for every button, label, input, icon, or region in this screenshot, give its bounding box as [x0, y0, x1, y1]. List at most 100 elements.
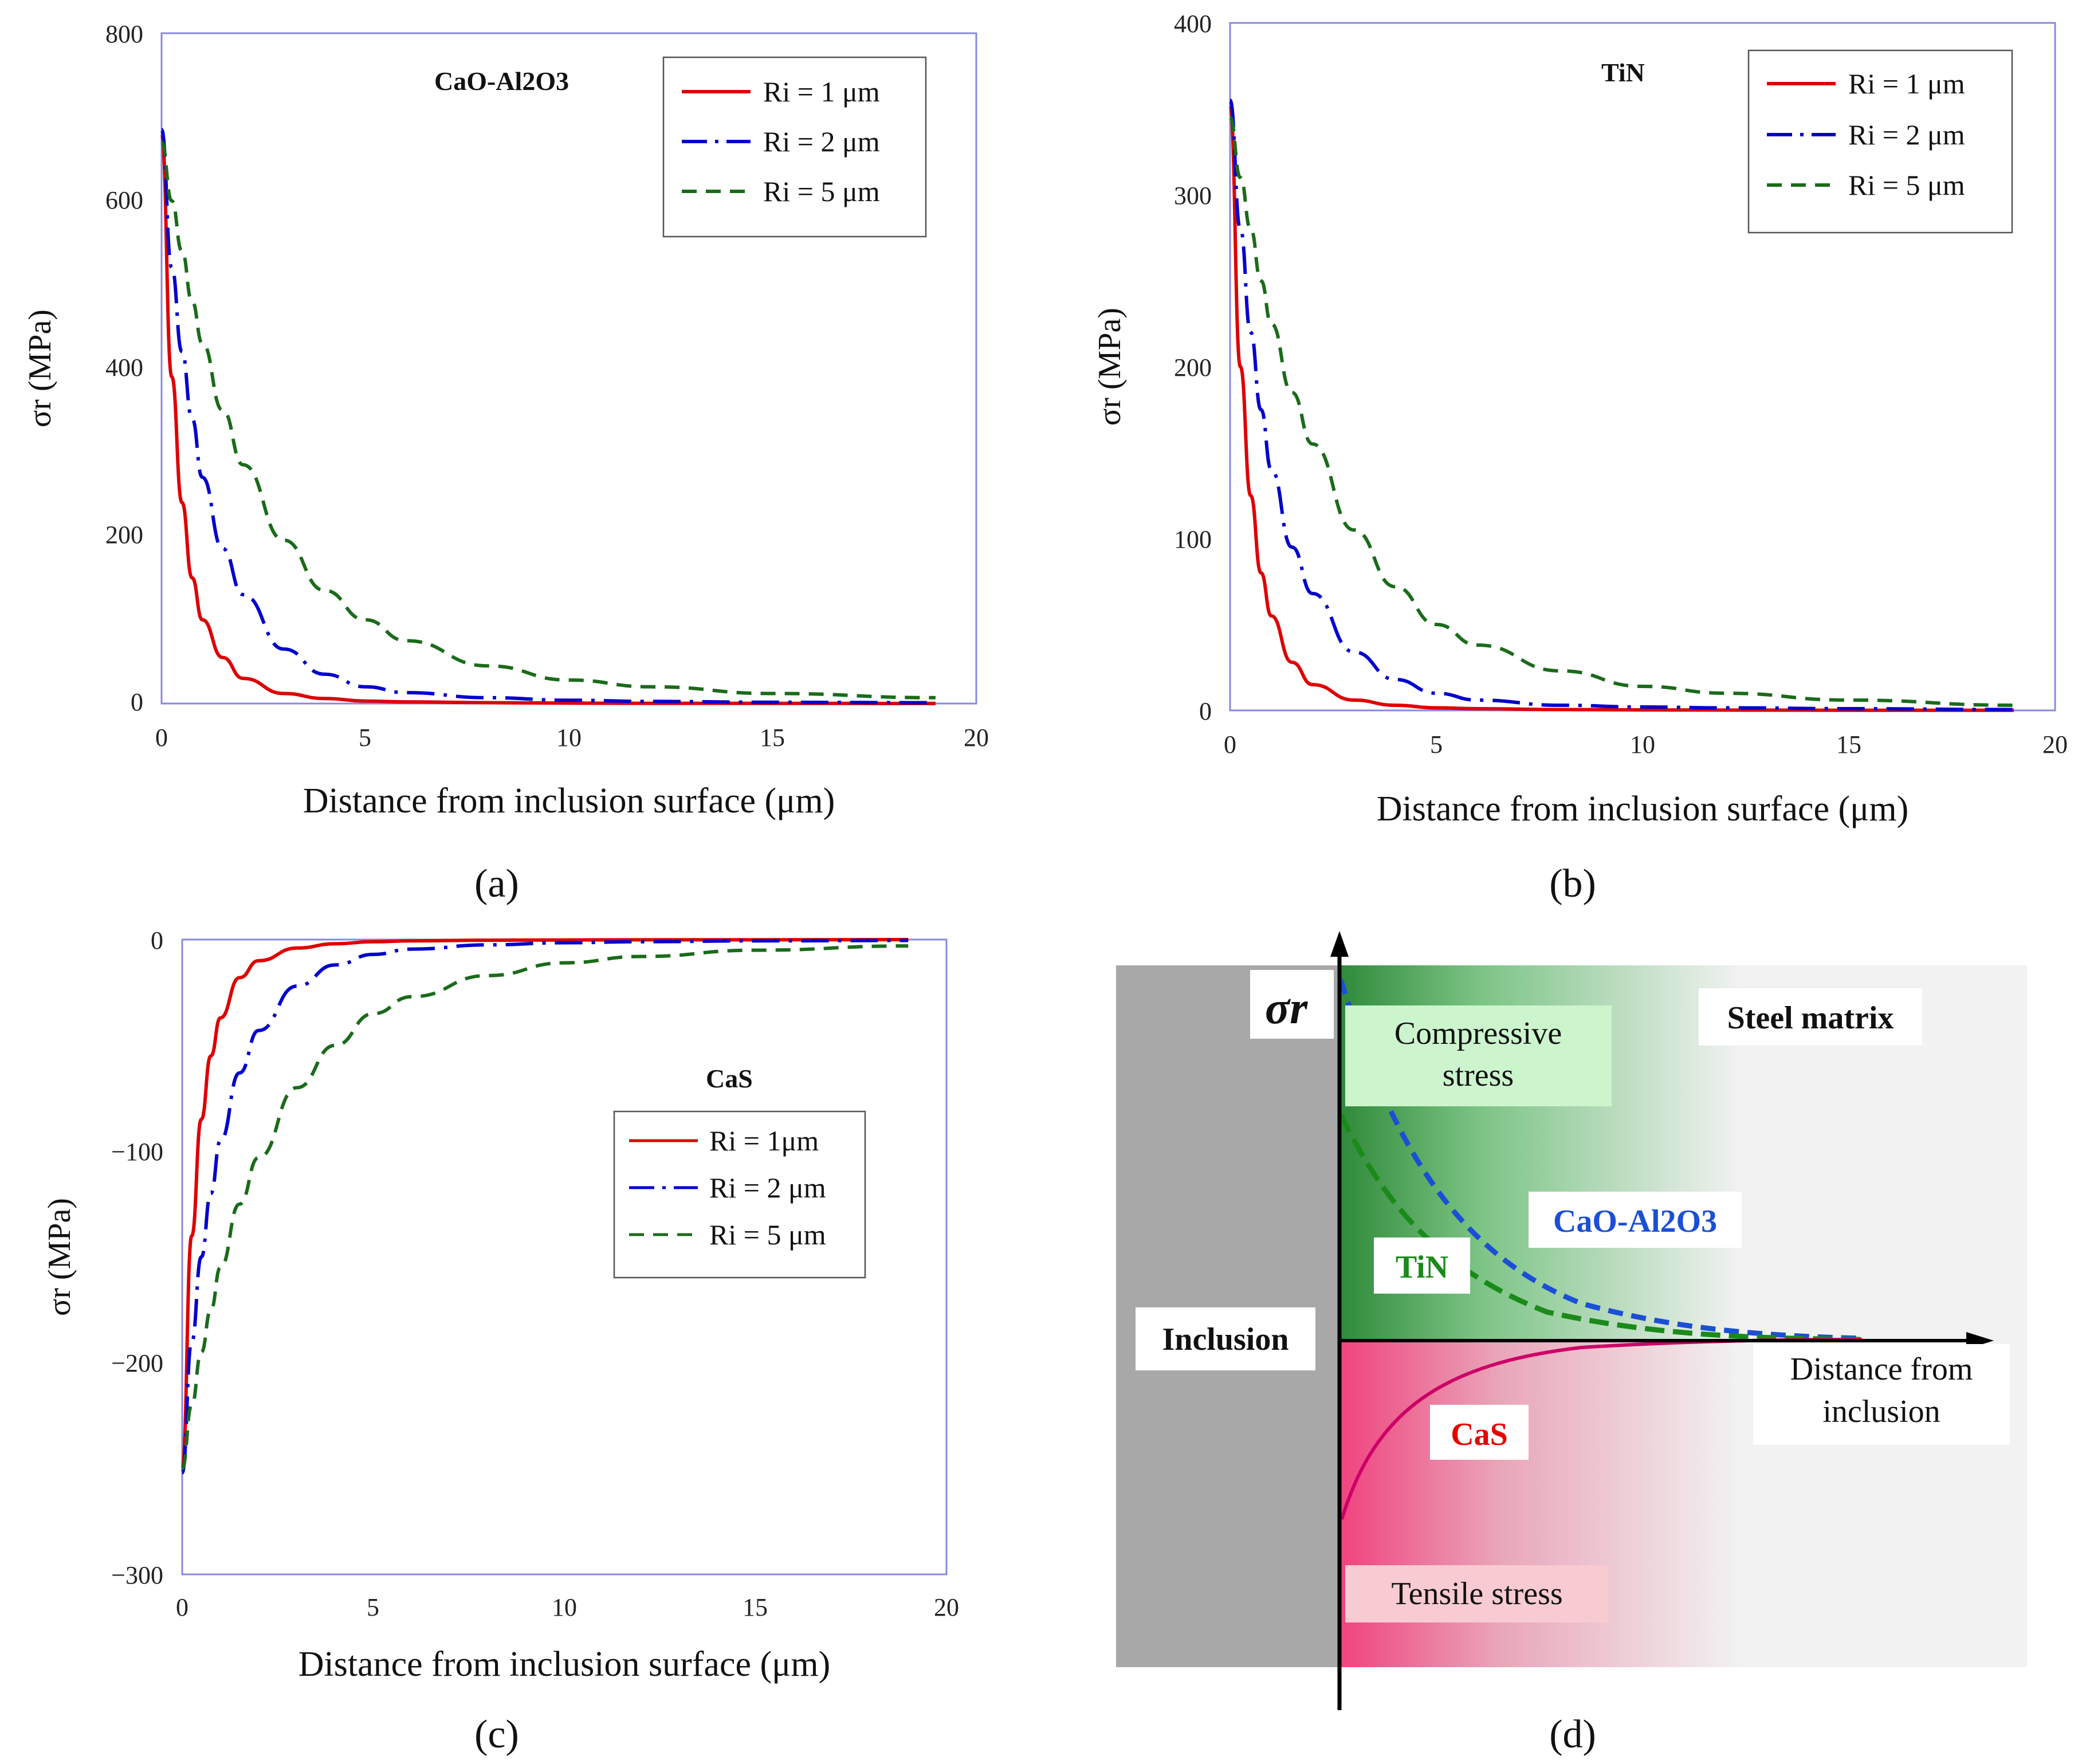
- x-tick-label: 15: [1836, 730, 1861, 759]
- cao-al2o3-label: CaO-Al2O3: [1553, 1204, 1717, 1239]
- x-tick-label: 0: [155, 724, 168, 752]
- y-tick-label: 800: [105, 20, 143, 48]
- series-line-ri-5-m: [180, 944, 909, 1471]
- legend-entry: Ri = 2 μm: [709, 1172, 826, 1204]
- series-line-ri-1-m: [1228, 104, 2014, 712]
- tin-label-box: [1374, 1237, 1470, 1294]
- x-tick-label: 15: [743, 1593, 768, 1621]
- chart-panel-a: 800 600 400 200 0 0 5 10 15 20 Distance …: [22, 20, 989, 906]
- series-layer: [1228, 99, 2014, 712]
- y-axis-label: σr (MPa): [42, 1198, 77, 1316]
- chart-panel-c: 0 −100 −200 −300 0 5 10 15 20 Distance f…: [42, 926, 959, 1757]
- legend-entry: Ri = 2 μm: [763, 125, 880, 158]
- panel-label: (a): [474, 862, 519, 906]
- x-tick-label: 0: [1224, 730, 1236, 759]
- x-tick-label: 5: [367, 1593, 379, 1621]
- compressive-label: Compressive: [1394, 1016, 1562, 1051]
- x-axis-label: Distance from inclusion surface (μm): [303, 781, 835, 820]
- legend-entry: Ri = 5 μm: [1848, 169, 1965, 201]
- y-tick-label: 200: [105, 521, 143, 549]
- tensile-label: Tensile stress: [1391, 1576, 1562, 1612]
- x-tick-label: 20: [934, 1593, 959, 1621]
- series-line-ri-2-m: [1228, 99, 2014, 712]
- legend: Ri = 1 μm Ri = 2 μm Ri = 5 μm: [662, 56, 927, 238]
- x-ticks: 0 5 10 15 20: [155, 724, 989, 752]
- legend-entry: Ri = 2 μm: [1848, 119, 1965, 151]
- y-tick-label: 400: [1174, 10, 1212, 38]
- y-tick-label: −200: [111, 1349, 163, 1377]
- material-label: CaS: [706, 1064, 753, 1093]
- steel-matrix-box: [1699, 988, 1922, 1046]
- x-tick-label: 10: [556, 724, 582, 752]
- tin-label: TiN: [1396, 1250, 1448, 1285]
- series-line-ri-5-m: [160, 140, 936, 700]
- x-axis-label: Distance from inclusion surface (μm): [298, 1645, 831, 1684]
- legend-box: [1747, 49, 2013, 234]
- steel-matrix-label: Steel matrix: [1727, 1000, 1894, 1036]
- cas-label: CaS: [1451, 1417, 1508, 1452]
- y-axis-label: σr (MPa): [1092, 308, 1128, 426]
- x-tick-label: 15: [760, 724, 785, 752]
- distance-label: inclusion: [1822, 1394, 1940, 1429]
- y-axis-arrow-icon: [1330, 931, 1349, 957]
- y-tick-label: 0: [131, 688, 143, 716]
- x-tick-label: 10: [552, 1593, 577, 1621]
- y-tick-label: 300: [1174, 182, 1212, 210]
- schematic-panel-d: σr Compressive stress Steel matrix Inclu…: [1116, 931, 2027, 1757]
- y-ticks: 0 −100 −200 −300: [111, 926, 163, 1589]
- panel-label: (c): [474, 1712, 519, 1757]
- legend: Ri = 1μm Ri = 2 μm Ri = 5 μm: [613, 1110, 866, 1279]
- series-line-ri-2-m: [180, 938, 909, 1475]
- series-line-ri-1-m: [180, 938, 909, 1471]
- legend-entry: Ri = 5 μm: [709, 1219, 826, 1251]
- compressive-label-box: [1345, 1005, 1612, 1106]
- y-ticks: 400 300 200 100 0: [1174, 10, 1212, 725]
- x-ticks: 0 5 10 15 20: [1224, 730, 2068, 759]
- y-ticks: 800 600 400 200 0: [105, 20, 143, 716]
- x-ticks: 0 5 10 15 20: [176, 1593, 959, 1621]
- material-label: TiN: [1601, 58, 1645, 87]
- y-tick-label: 600: [105, 186, 143, 214]
- series-layer: [160, 128, 936, 705]
- legend-box: [613, 1110, 866, 1279]
- distance-label-box: [1753, 1344, 2010, 1445]
- y-tick-label: −100: [111, 1138, 163, 1166]
- y-tick-label: 100: [1174, 525, 1212, 553]
- compressive-label: stress: [1443, 1058, 1514, 1093]
- x-tick-label: 0: [176, 1593, 188, 1621]
- cao-label-box: [1529, 1192, 1742, 1248]
- cas-label-box: [1430, 1405, 1529, 1460]
- y-tick-label: 0: [1199, 697, 1212, 725]
- tin-curve: [1338, 1113, 1863, 1342]
- legend-entry: Ri = 1 μm: [763, 76, 880, 108]
- x-tick-label: 10: [1630, 730, 1655, 759]
- x-axis-label: Distance from inclusion surface (μm): [1377, 789, 1909, 828]
- panel-label: (b): [1549, 862, 1596, 906]
- y-tick-label: −300: [111, 1561, 163, 1589]
- material-label: CaO-Al2O3: [434, 66, 569, 96]
- panel-label: (d): [1549, 1712, 1596, 1757]
- y-tick-label: 200: [1174, 353, 1212, 382]
- inclusion-box: [1136, 1307, 1315, 1370]
- legend-box: [662, 56, 927, 238]
- series-line-ri-1-m: [160, 132, 936, 705]
- chart-panel-b: 400 300 200 100 0 0 5 10 15 20 Distance …: [1092, 10, 2068, 906]
- legend-entry: Ri = 1 μm: [1848, 68, 1965, 100]
- legend-entry: Ri = 1μm: [709, 1125, 819, 1157]
- series-layer: [180, 938, 909, 1475]
- legend: Ri = 1 μm Ri = 2 μm Ri = 5 μm: [1747, 49, 2013, 234]
- sigma-r-label: σr: [1265, 983, 1308, 1034]
- y-axis-label: σr (MPa): [22, 309, 58, 427]
- x-tick-label: 5: [1430, 730, 1443, 759]
- tensile-label-box: [1345, 1565, 1609, 1622]
- series-line-ri-2-m: [160, 128, 936, 705]
- legend-entry: Ri = 5 μm: [763, 175, 880, 207]
- series-line-ri-5-m: [1228, 116, 2014, 707]
- distance-label: Distance from: [1790, 1352, 1973, 1387]
- y-tick-label: 0: [151, 926, 163, 954]
- x-tick-label: 20: [964, 724, 989, 752]
- x-tick-label: 20: [2042, 730, 2068, 759]
- sigma-label-box: [1250, 970, 1334, 1039]
- inclusion-label: Inclusion: [1162, 1322, 1289, 1357]
